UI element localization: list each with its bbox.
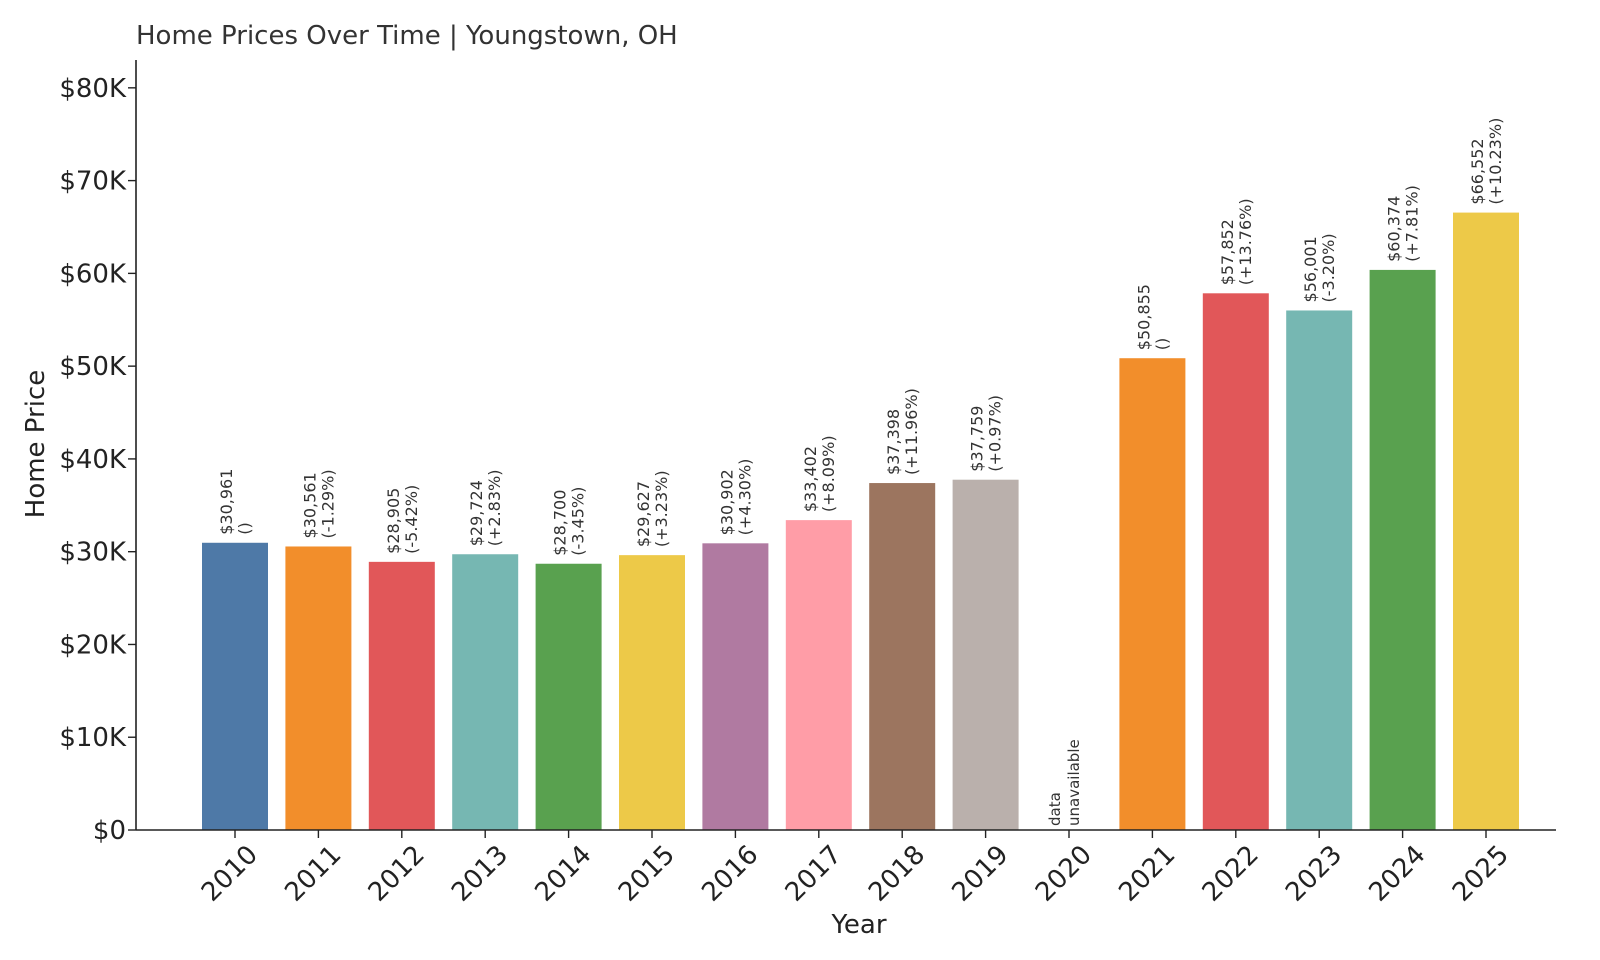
- y-tick-label: $10K: [59, 723, 127, 753]
- y-tick-label: $30K: [59, 538, 127, 568]
- bar-price-label: $28,905: [384, 488, 403, 554]
- bar-change-label: (+7.81%): [1403, 185, 1422, 262]
- bar-change-label: (+0.97%): [986, 395, 1005, 472]
- y-tick-label: $20K: [59, 630, 127, 660]
- bar-price-label: $28,700: [551, 490, 570, 556]
- bar-price-label: $56,001: [1301, 236, 1320, 302]
- bar-2015: [619, 555, 685, 830]
- x-tick-label: 2016: [696, 840, 764, 908]
- bar-change-label: (-3.20%): [1319, 233, 1338, 302]
- x-tick-label: 2019: [947, 840, 1015, 908]
- bar-2012: [368, 561, 435, 830]
- bar-change-label: (+8.09%): [819, 435, 838, 512]
- bar-change-label: (): [235, 522, 254, 534]
- y-tick-label: $70K: [59, 167, 127, 197]
- x-axis: 2010 2011 2012 2013 2014 2015 2016 2017 2018 2019…: [136, 829, 1556, 908]
- bar-change-label: (+3.23%): [652, 470, 671, 547]
- bar-price-label: $29,724: [467, 480, 486, 546]
- bar-2024: [1369, 269, 1436, 830]
- bar-2017: [785, 520, 852, 830]
- y-tick-label: $40K: [59, 445, 127, 475]
- bar-price-label: $30,961: [217, 469, 236, 535]
- y-axis: $0 $10K $20K $30K $40K $50K $60K $70K $80K: [59, 60, 137, 846]
- bar-value-label: $66,552 (+10.23%): [1468, 118, 1505, 205]
- bar-2013: [452, 554, 519, 830]
- x-tick-label: 2012: [363, 840, 431, 908]
- bar-change-label: (+2.83%): [485, 470, 504, 547]
- x-tick-label: 2020: [1030, 840, 1098, 908]
- bar-2023: [1286, 310, 1353, 830]
- bar-2011: [285, 546, 352, 830]
- bar-price-label: $60,374: [1385, 196, 1404, 262]
- bar-change-label: (-5.42%): [402, 485, 421, 554]
- x-tick-label: 2023: [1280, 840, 1348, 908]
- y-tick-label: $80K: [59, 74, 127, 104]
- bar-2016: [702, 543, 769, 830]
- bar-2014: [535, 563, 602, 830]
- bar-change-label: (): [1152, 338, 1171, 350]
- bar-value-label: $30,902 (+4.30%): [717, 459, 754, 536]
- missing-data-label: data unavailable: [1046, 739, 1083, 826]
- missing-data-text: data: [1046, 792, 1064, 826]
- bar-price-label: $33,402: [801, 446, 820, 512]
- y-axis-label: Home Price: [21, 370, 51, 518]
- bar-change-label: (-1.29%): [318, 469, 337, 538]
- bar-2025: [1453, 212, 1519, 831]
- bar-price-label: $30,902: [717, 469, 736, 535]
- bar-value-label: $30,561 (-1.29%): [300, 469, 337, 538]
- bar-change-label: (+11.96%): [902, 388, 921, 475]
- missing-data-text: unavailable: [1065, 739, 1083, 826]
- x-tick-label: 2024: [1364, 840, 1432, 908]
- bar-value-label: $56,001 (-3.20%): [1301, 233, 1338, 302]
- bar-value-label: $37,398 (+11.96%): [884, 388, 921, 475]
- bar-value-label: $60,374 (+7.81%): [1385, 185, 1422, 262]
- y-tick-label: $50K: [59, 352, 127, 382]
- bar-2022: [1202, 293, 1269, 830]
- x-tick-label: 2018: [863, 840, 931, 908]
- bar-price-label: $30,561: [300, 472, 319, 538]
- bar-change-label: (+10.23%): [1486, 118, 1505, 205]
- x-tick-label: 2010: [196, 840, 264, 908]
- bar-value-label: $28,905 (-5.42%): [384, 485, 421, 554]
- bar-value-label: $29,724 (+2.83%): [467, 470, 504, 547]
- x-tick-label: 2011: [279, 840, 347, 908]
- bar-change-label: (+13.76%): [1236, 198, 1255, 285]
- bar-2019: [952, 479, 1019, 830]
- bar-value-label: $57,852 (+13.76%): [1218, 198, 1255, 285]
- bar-price-label: $37,398: [884, 409, 903, 475]
- y-tick-label: $0: [93, 816, 126, 846]
- bar-2018: [869, 483, 936, 830]
- bar-value-label: $50,855(): [1134, 284, 1171, 350]
- bar-value-label: $29,627 (+3.23%): [634, 470, 671, 547]
- x-tick-label: 2022: [1197, 840, 1265, 908]
- bar-value-label: $28,700 (-3.45%): [551, 487, 588, 556]
- bar-value-label: $30,961(): [217, 469, 254, 535]
- bar-2021: [1119, 358, 1186, 830]
- bar-price-label: $37,759: [968, 406, 987, 472]
- bar-labels-group: $30,961() $30,561 (-1.29%) $28,905 (-5.42%) $…: [217, 118, 1505, 826]
- bar-change-label: (+4.30%): [735, 459, 754, 536]
- x-tick-label: 2025: [1447, 840, 1515, 908]
- bar-value-label: $37,759 (+0.97%): [968, 395, 1005, 472]
- bar-price-label: $50,855: [1134, 284, 1153, 350]
- bar-value-label: $33,402 (+8.09%): [801, 435, 838, 512]
- x-tick-label: 2021: [1113, 840, 1181, 908]
- bar-price-label: $29,627: [634, 481, 653, 547]
- y-tick-label: $60K: [59, 259, 127, 289]
- bars-group: [202, 212, 1519, 831]
- x-tick-label: 2017: [780, 840, 848, 908]
- bar-price-label: $66,552: [1468, 138, 1487, 204]
- bar-change-label: (-3.45%): [569, 487, 588, 556]
- x-tick-label: 2015: [613, 840, 681, 908]
- x-tick-label: 2014: [530, 840, 598, 908]
- chart-title: Home Prices Over Time | Youngstown, OH: [136, 21, 678, 51]
- x-axis-label: Year: [830, 910, 886, 940]
- bar-2010: [202, 542, 268, 830]
- bar-price-label: $57,852: [1218, 219, 1237, 285]
- x-tick-label: 2013: [446, 840, 514, 908]
